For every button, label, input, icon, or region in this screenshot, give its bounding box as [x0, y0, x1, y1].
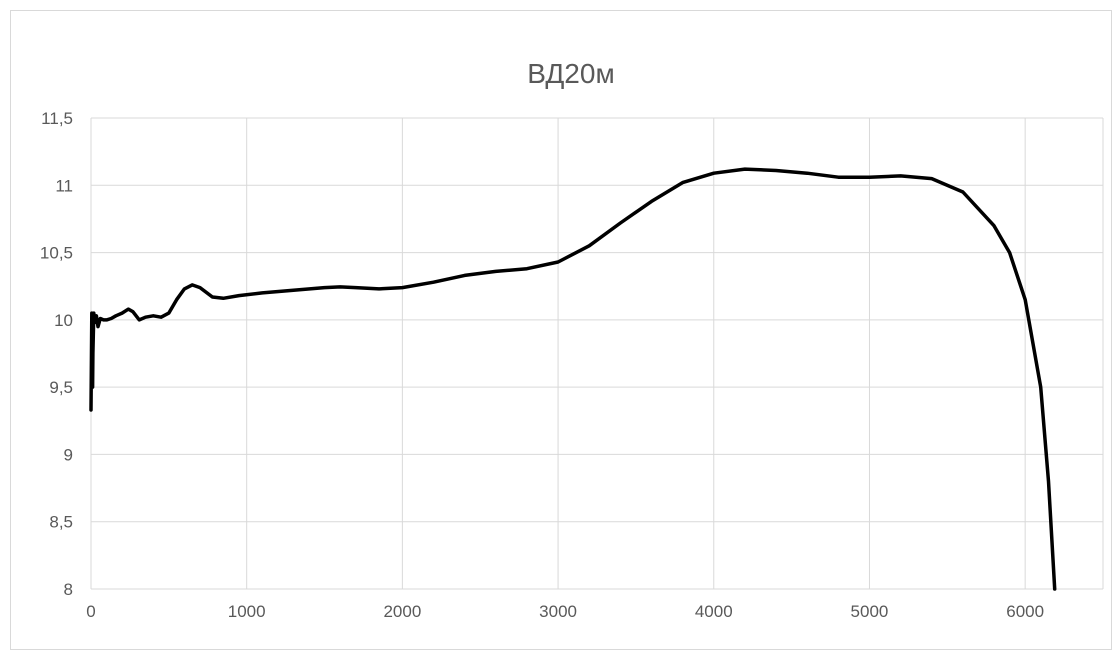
chart-svg: ВД20м 8 8,5 9 9,5 10 10,5 11 11,5 0 1000 2000 3000 4…	[40, 58, 1104, 621]
y-tick-label: 8,5	[49, 513, 73, 532]
chart-title: ВД20м	[527, 58, 614, 89]
series-layer	[89, 167, 1057, 591]
chart-frame: ВД20м 8 8,5 9 9,5 10 10,5 11 11,5 0 1000 2000 3000 4…	[10, 10, 1112, 650]
y-tick-label: 10	[54, 311, 73, 330]
x-tick-label: 0	[86, 602, 95, 621]
x-tick-label: 4000	[695, 602, 733, 621]
grid-layer	[90, 117, 1104, 590]
series-line-0	[89, 167, 1057, 591]
y-tick-label: 10,5	[40, 244, 73, 263]
x-tick-label: 1000	[228, 602, 266, 621]
y-tick-label: 8	[64, 580, 73, 599]
x-tick-label: 5000	[851, 602, 889, 621]
y-tick-label: 9,5	[49, 378, 73, 397]
axis-labels-layer: 8 8,5 9 9,5 10 10,5 11 11,5 0 1000 2000 3000 4000 500…	[40, 109, 1044, 621]
y-tick-label: 11	[55, 176, 73, 195]
x-tick-label: 3000	[539, 602, 577, 621]
x-tick-label: 2000	[383, 602, 421, 621]
y-tick-label: 11,5	[41, 109, 73, 128]
y-tick-label: 9	[64, 445, 73, 464]
x-tick-label: 6000	[1006, 602, 1044, 621]
